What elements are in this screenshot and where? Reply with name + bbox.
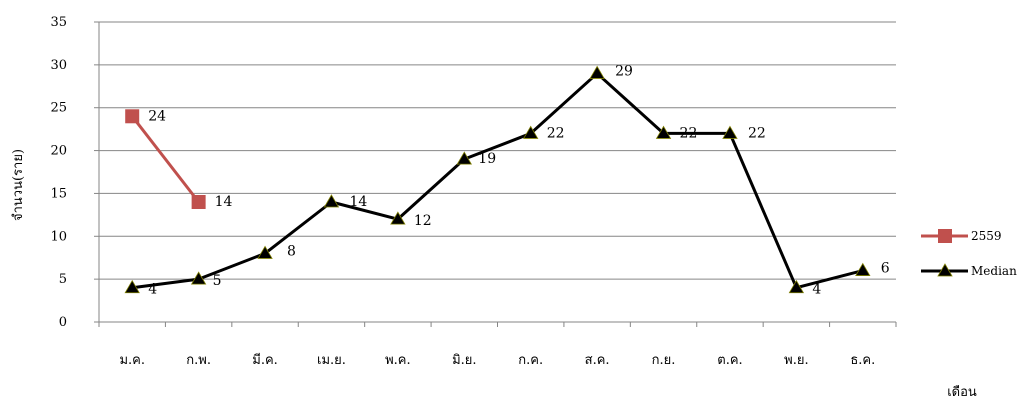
y-tick-label: 10 xyxy=(50,229,67,244)
marker-triangle xyxy=(257,245,273,259)
marker-triangle xyxy=(124,279,140,294)
y-tick-label: 30 xyxy=(50,58,67,73)
x-tick-label: พ.ย. xyxy=(784,353,808,368)
data-label: 29 xyxy=(615,63,633,79)
x-tick-label: ส.ค. xyxy=(585,353,610,368)
marker-triangle xyxy=(788,279,805,294)
data-label: 22 xyxy=(748,125,766,141)
marker-triangle xyxy=(722,125,738,139)
y-tick-label: 35 xyxy=(50,15,67,30)
data-label: 19 xyxy=(478,151,496,167)
y-tick-label: 25 xyxy=(50,101,67,116)
x-tick-label: ธ.ค. xyxy=(850,353,875,368)
marker-triangle xyxy=(190,271,207,285)
data-label: 24 xyxy=(148,108,166,124)
marker-square xyxy=(191,195,206,209)
marker-triangle xyxy=(323,194,340,208)
series-line-2559 xyxy=(131,115,200,203)
data-label: 5 xyxy=(213,273,222,289)
x-tick-label: มิ.ย. xyxy=(452,353,476,368)
data-label: 22 xyxy=(547,125,565,141)
legend-label: 2559 xyxy=(971,229,1002,243)
marker-triangle xyxy=(390,211,406,225)
gridlines xyxy=(99,21,896,280)
x-axis-title: เดือน xyxy=(947,384,977,399)
data-labels: 4 5 8 14 12 19 22 29 22 22 4 6 24 14 xyxy=(148,63,890,297)
marker-triangle xyxy=(456,151,472,165)
legend-marker-square xyxy=(938,229,952,243)
data-label: 6 xyxy=(881,261,890,277)
series-layer xyxy=(124,65,871,294)
y-tick-label: 5 xyxy=(59,272,67,287)
x-axis-ticks: ม.ค. ก.พ. มี.ค. เม.ย. พ.ค. มิ.ย. ก.ค. ส.ค. ก.ย. ต… xyxy=(119,352,875,368)
marker-triangle xyxy=(523,125,539,139)
series-line-median xyxy=(132,71,864,290)
x-tick-label: ต.ค. xyxy=(717,353,742,368)
marker-square xyxy=(125,109,140,124)
x-tick-label: มี.ค. xyxy=(252,352,278,368)
data-label: 4 xyxy=(812,282,821,298)
x-tick-label: ก.ย. xyxy=(652,353,676,368)
data-label: 14 xyxy=(215,194,233,210)
legend-label: Median xyxy=(971,264,1017,278)
y-tick-label: 0 xyxy=(59,315,67,330)
y-tick-label: 15 xyxy=(50,186,67,201)
marker-triangle xyxy=(655,125,672,139)
y-axis-ticks: 0 5 10 15 20 25 30 35 xyxy=(50,15,67,330)
marker-triangle xyxy=(589,65,605,79)
x-tick-label: ก.พ. xyxy=(186,353,211,368)
y-axis-title: จำนวน(ราย) xyxy=(11,149,26,221)
axes xyxy=(94,21,897,327)
data-label: 12 xyxy=(414,213,432,229)
x-tick-label: พ.ค. xyxy=(385,353,411,368)
x-tick-label: ก.ค. xyxy=(518,353,543,368)
data-label: 4 xyxy=(148,282,157,298)
marker-triangle xyxy=(855,262,871,276)
data-label: 8 xyxy=(287,243,296,259)
data-label: 22 xyxy=(680,125,698,141)
x-tick-label: เม.ย. xyxy=(317,353,346,368)
x-tick-label: ม.ค. xyxy=(119,353,145,368)
y-tick-label: 20 xyxy=(50,144,67,159)
data-label: 14 xyxy=(349,194,367,210)
legend-marker-triangle xyxy=(937,263,953,277)
legend: 2559 Median xyxy=(921,229,1017,278)
